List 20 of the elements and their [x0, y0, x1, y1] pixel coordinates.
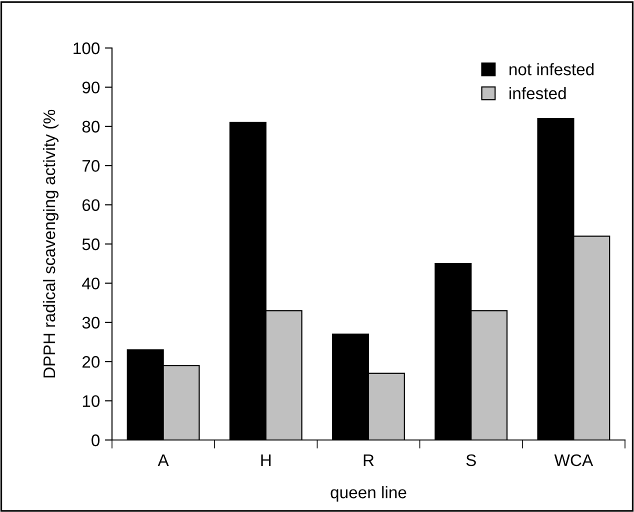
- y-tick-label: 30: [82, 316, 100, 329]
- y-tick-label: 0: [92, 434, 100, 446]
- x-tick-label: A: [158, 454, 169, 466]
- y-tick-label: 40: [82, 278, 100, 290]
- x-tick-label: R: [364, 454, 374, 466]
- y-tick-label: 20: [82, 356, 100, 368]
- x-axis-title: queen line: [330, 486, 406, 502]
- x-tick-label: WCA: [554, 454, 594, 466]
- y-tick-label: 100: [74, 42, 100, 54]
- y-tick-label: 90: [82, 82, 100, 94]
- y-tick-label: 70: [82, 160, 100, 172]
- y-tick-label: 10: [82, 395, 100, 408]
- legend-label: not infested: [510, 63, 594, 76]
- y-axis-title: DPPH radical scavenging activity (%: [42, 110, 58, 378]
- x-tick-label: H: [261, 454, 271, 466]
- legend-label: infested: [510, 87, 566, 100]
- x-tick-label: S: [466, 454, 476, 466]
- y-tick-label: 60: [82, 199, 100, 212]
- y-tick-label: 80: [82, 120, 100, 133]
- y-tick-label: 50: [82, 238, 100, 250]
